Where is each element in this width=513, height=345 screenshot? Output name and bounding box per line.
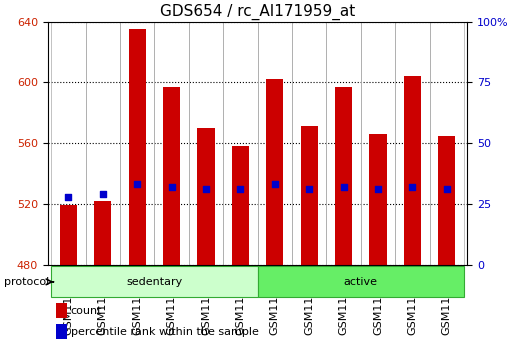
- Point: [374, 187, 382, 192]
- Point: [133, 181, 142, 187]
- Bar: [232, 146, 249, 265]
- Point: [64, 194, 72, 199]
- Point: [202, 187, 210, 192]
- Point: [305, 187, 313, 192]
- Bar: [56, 324, 67, 339]
- Point: [168, 184, 176, 190]
- Text: sedentary: sedentary: [126, 277, 183, 287]
- Point: [236, 187, 245, 192]
- Bar: [154, 22, 189, 265]
- Bar: [129, 29, 146, 265]
- Bar: [361, 22, 395, 265]
- Bar: [326, 22, 361, 265]
- Bar: [369, 134, 387, 265]
- Bar: [163, 87, 180, 265]
- Bar: [189, 22, 223, 265]
- Point: [443, 187, 451, 192]
- Bar: [198, 128, 214, 265]
- Bar: [404, 76, 421, 265]
- Bar: [120, 22, 154, 265]
- Bar: [223, 22, 258, 265]
- Bar: [438, 136, 456, 265]
- Point: [98, 191, 107, 197]
- Bar: [430, 22, 464, 265]
- Text: percentile rank within the sample: percentile rank within the sample: [71, 327, 259, 337]
- Bar: [86, 22, 120, 265]
- Bar: [51, 22, 86, 265]
- Bar: [335, 87, 352, 265]
- Bar: [395, 22, 430, 265]
- Bar: [258, 22, 292, 265]
- FancyBboxPatch shape: [51, 266, 258, 297]
- FancyBboxPatch shape: [258, 266, 464, 297]
- Point: [408, 184, 417, 190]
- Bar: [292, 22, 326, 265]
- Bar: [301, 126, 318, 265]
- Bar: [56, 303, 67, 318]
- Title: GDS654 / rc_AI171959_at: GDS654 / rc_AI171959_at: [160, 4, 356, 20]
- Text: count: count: [71, 306, 103, 316]
- Text: protocol: protocol: [4, 277, 50, 287]
- Bar: [60, 205, 77, 265]
- Point: [271, 181, 279, 187]
- Bar: [266, 79, 284, 265]
- Point: [340, 184, 348, 190]
- Bar: [94, 201, 111, 265]
- Text: active: active: [344, 277, 378, 287]
